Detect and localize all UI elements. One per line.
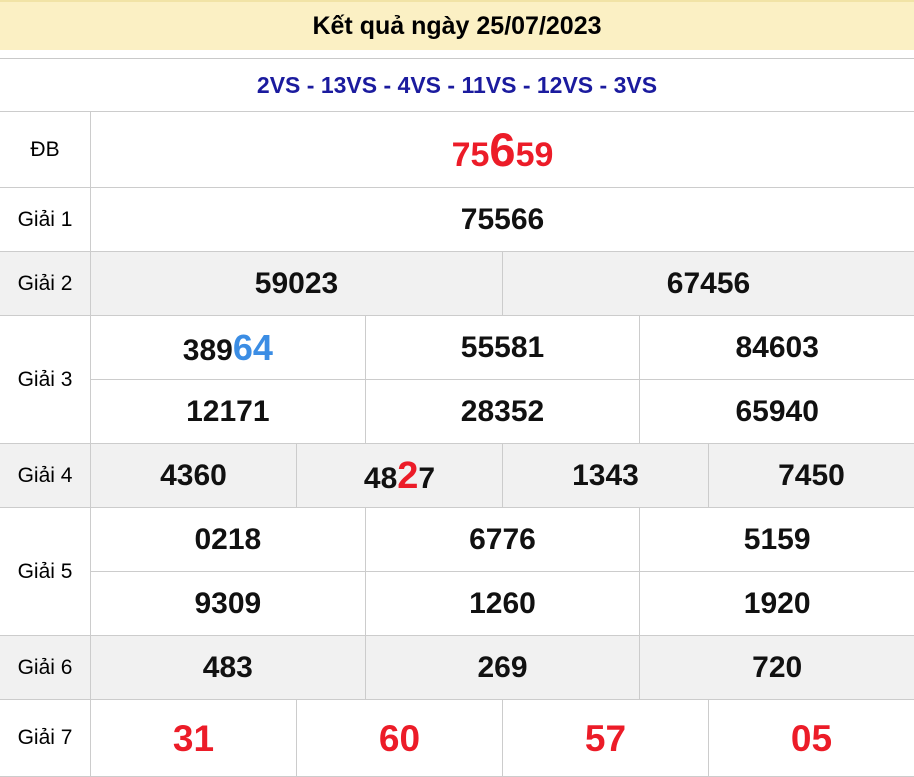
prize-number: 1260 [469,586,536,620]
prize-label: Giải 6 [17,655,73,679]
number-cell: 0218 [91,508,365,571]
prize-subrow: 12171 28352 65940 [91,379,914,443]
prize-number: 1920 [743,586,811,620]
prize-number: 60 [378,717,421,759]
number-cell: 12171 [91,380,365,443]
prize-number: 4360 [160,458,227,492]
table-row-prize-2: Giải 2 59023 67456 [0,251,914,315]
prize-cells: 31 60 57 05 [90,700,914,776]
number-part: 389 [182,333,233,367]
prize-number: 0218 [194,522,262,556]
header-divider [0,58,914,59]
prize-subrow: 0218 6776 5159 [91,508,914,571]
number-cell: 720 [639,636,914,699]
number-part: 7 [418,461,436,495]
prize-number: 38964 [182,326,273,368]
prize-number: 269 [477,650,528,684]
prize-number: 5159 [743,522,811,556]
special-prize-number: 75659 [452,126,554,173]
prize-number: 1343 [572,458,639,492]
prize-label: Giải 7 [17,726,73,749]
prize-number: 6776 [469,522,536,556]
number-part-highlight: 6 [489,123,516,176]
number-cell: 38964 [91,316,365,379]
prize-number: 55581 [460,330,545,364]
page-title: Kết quả ngày 25/07/2023 [312,11,602,40]
prize-cells: 38964 55581 84603 12171 28352 65940 [90,316,914,443]
number-cell: 59023 [91,252,502,315]
prize-number: 59023 [254,266,339,300]
results-table: ĐB 75659 Giải 1 75566 Giải 2 59023 67456… [0,111,914,777]
results-header: Kết quả ngày 25/07/2023 [0,0,914,50]
prize-number: 720 [752,650,803,684]
number-cell: 55581 [364,316,640,379]
prize-number: 7450 [778,458,845,492]
number-cell: 1920 [639,572,914,635]
prize-number: 4827 [364,457,435,495]
table-row-prize-6: Giải 6 483 269 720 [0,635,914,699]
number-cell: 7450 [708,444,914,507]
prize-number: 9309 [194,586,262,620]
table-row-special-prize: ĐB 75659 [0,112,914,187]
prize-number: 28352 [460,394,545,428]
prize-cells: 59023 67456 [90,252,914,315]
prize-label: Giải 2 [17,271,73,295]
number-cell: 5159 [639,508,914,571]
prize-label: Giải 1 [17,207,73,231]
prize-cells: 483 269 720 [90,636,914,699]
number-cell: 483 [91,636,365,699]
number-cell: 84603 [639,316,914,379]
number-cell: 05 [708,700,914,776]
prize-label: Giải 5 [17,559,73,583]
number-part: 75 [451,136,490,174]
prize-subrow: 38964 55581 84603 [91,316,914,379]
prize-number: 67456 [666,266,751,300]
number-cell: 75566 [91,188,914,251]
table-row-prize-5: Giải 5 0218 6776 5159 9309 1260 1920 [0,507,914,635]
prize-label: ĐB [30,137,60,161]
number-cell: 9309 [91,572,365,635]
vs-summary-text: 2VS - 13VS - 4VS - 11VS - 12VS - 3VS [256,71,658,98]
prize-number: 05 [790,717,833,759]
number-part-highlight: 64 [232,326,273,368]
prize-number: 483 [202,650,253,684]
prize-number: 31 [172,717,215,759]
number-cell: 57 [502,700,708,776]
number-cell: 6776 [364,508,640,571]
number-cell: 28352 [364,380,640,443]
prize-number: 75566 [460,202,545,236]
number-cell: 269 [364,636,640,699]
number-cell: 31 [91,700,296,776]
prize-number: 12171 [186,394,270,428]
table-row-prize-3: Giải 3 38964 55581 84603 12171 28352 659… [0,315,914,443]
prize-cells: 75566 [90,188,914,251]
number-cell: 67456 [502,252,914,315]
number-part: 48 [363,461,398,495]
number-cell: 4360 [91,444,296,507]
number-part-highlight: 2 [397,454,419,497]
number-cell: 65940 [639,380,914,443]
prize-label: Giải 4 [17,463,73,487]
prize-label: Giải 3 [17,367,73,391]
number-cell: 75659 [91,112,914,187]
prize-number: 84603 [735,330,819,364]
prize-subrow: 9309 1260 1920 [91,571,914,635]
number-cell: 1343 [502,444,708,507]
number-cell: 4827 [296,444,502,507]
vs-summary-bar: 2VS - 13VS - 4VS - 11VS - 12VS - 3VS [0,59,914,111]
prize-cells: 0218 6776 5159 9309 1260 1920 [90,508,914,635]
number-cell: 1260 [364,572,640,635]
table-row-prize-1: Giải 1 75566 [0,187,914,251]
number-part: 59 [515,136,554,174]
table-row-prize-4: Giải 4 4360 4827 1343 7450 [0,443,914,507]
table-row-prize-7: Giải 7 31 60 57 05 [0,699,914,776]
prize-number: 57 [584,717,627,759]
prize-number: 65940 [735,394,819,428]
prize-cells: 4360 4827 1343 7450 [90,444,914,507]
number-cell: 60 [296,700,502,776]
prize-cells: 75659 [90,112,914,187]
